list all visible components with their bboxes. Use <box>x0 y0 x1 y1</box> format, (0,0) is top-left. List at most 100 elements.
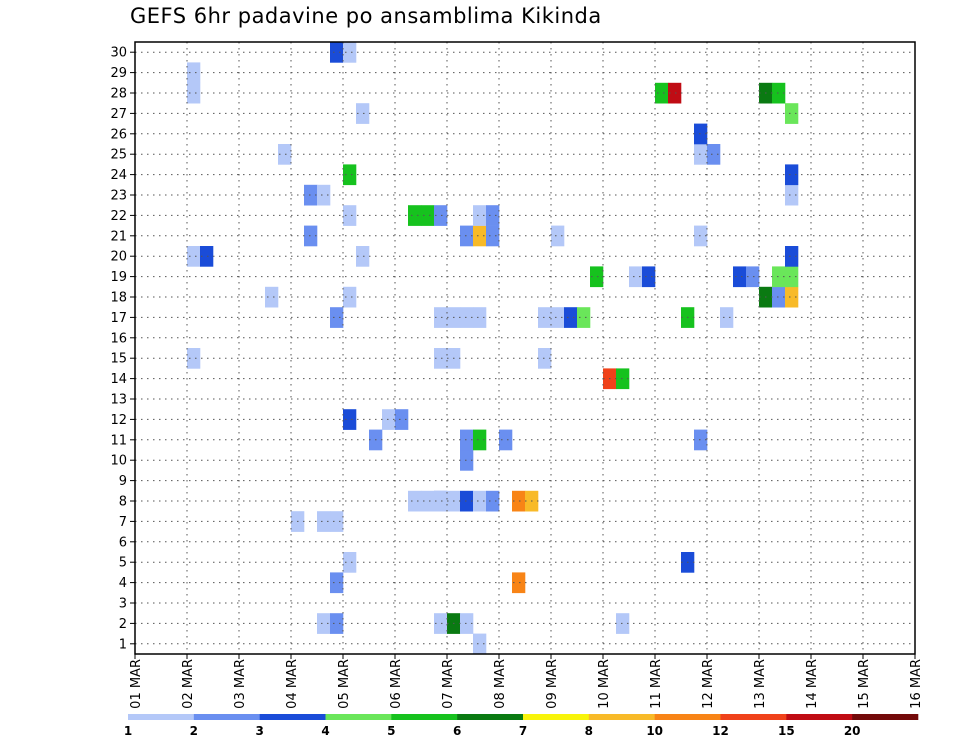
colorbar-label: 15 <box>778 724 795 738</box>
heatmap-cell <box>720 307 734 328</box>
heatmap-cell <box>538 307 552 328</box>
heatmap-cell <box>330 511 344 532</box>
y-tick-label: 25 <box>110 148 127 163</box>
heatmap-cell <box>538 348 552 369</box>
colorbar-label: 3 <box>255 724 263 738</box>
x-tick-label: 10 MAR <box>597 659 612 709</box>
heatmap-cell <box>343 205 357 226</box>
colorbar-swatch <box>259 714 326 720</box>
colorbar-swatch <box>193 714 260 720</box>
x-tick-label: 06 MAR <box>389 659 404 709</box>
heatmap-cell <box>642 266 656 288</box>
heatmap-cell <box>356 103 370 124</box>
heatmap-cell <box>187 82 201 104</box>
colorbar-label: 10 <box>646 724 663 738</box>
heatmap-cell <box>785 164 799 186</box>
heatmap-cell <box>772 286 786 308</box>
y-tick-label: 26 <box>110 127 127 142</box>
y-tick-label: 9 <box>119 474 127 489</box>
heatmap-cell <box>343 409 357 430</box>
heatmap-cell <box>655 82 669 104</box>
heatmap-cell <box>343 552 357 573</box>
y-tick-label: 11 <box>110 433 127 448</box>
y-tick-label: 18 <box>110 291 127 306</box>
y-tick-label: 10 <box>110 454 127 469</box>
heatmap-cell <box>330 307 344 328</box>
x-tick-label: 09 MAR <box>545 659 560 709</box>
y-tick-label: 19 <box>110 270 127 285</box>
colorbar-label: 8 <box>585 724 593 738</box>
heatmap-cell <box>551 225 565 247</box>
heatmap-cell <box>499 429 513 451</box>
colorbar-label: 4 <box>321 724 329 738</box>
heatmap-cell <box>421 205 435 226</box>
heatmap-cell <box>460 450 474 471</box>
heatmap-cell <box>616 613 630 634</box>
y-tick-label: 14 <box>110 372 127 387</box>
y-tick-label: 21 <box>110 229 127 244</box>
heatmap-cell <box>785 103 799 124</box>
colorbar-swatch <box>720 714 787 720</box>
heatmap-cell <box>187 62 201 84</box>
heatmap-cell <box>460 613 474 634</box>
heatmap-cell <box>317 184 331 206</box>
x-tick-label: 12 MAR <box>701 659 716 709</box>
y-tick-label: 1 <box>119 637 127 652</box>
heatmap-cell <box>616 368 630 390</box>
colorbar-swatch <box>457 714 524 720</box>
x-tick-label: 02 MAR <box>181 659 196 709</box>
y-tick-label: 22 <box>110 209 127 224</box>
heatmap-cell <box>694 144 708 165</box>
heatmap-cell <box>265 286 279 308</box>
heatmap-cell <box>460 429 474 451</box>
heatmap-cell <box>564 307 578 328</box>
heatmap-cell <box>408 205 422 226</box>
x-tick-label: 04 MAR <box>285 659 300 709</box>
heatmap-cell <box>460 225 474 247</box>
colorbar-label: 20 <box>844 724 861 738</box>
heatmap-cell <box>772 266 786 288</box>
y-tick-label: 28 <box>110 87 127 102</box>
y-tick-label: 17 <box>110 311 127 326</box>
y-tick-label: 20 <box>110 250 127 265</box>
y-tick-label: 30 <box>110 46 127 61</box>
y-tick-label: 6 <box>119 535 127 550</box>
heatmap-cell <box>512 572 526 594</box>
x-tick-label: 13 MAR <box>753 659 768 709</box>
heatmap-cell <box>772 82 786 104</box>
heatmap-cell <box>668 82 682 104</box>
heatmap-cell <box>512 490 526 512</box>
heatmap-cell <box>395 409 409 430</box>
heatmap-cell <box>473 225 487 247</box>
colorbar-swatch <box>391 714 458 720</box>
heatmap-cell <box>343 164 357 186</box>
colorbar-label: 5 <box>387 724 395 738</box>
y-tick-label: 16 <box>110 331 127 346</box>
y-tick-label: 12 <box>110 413 127 428</box>
y-tick-label: 27 <box>110 107 127 122</box>
heatmap-cell <box>551 307 565 328</box>
heatmap-cell <box>460 307 474 328</box>
x-tick-label: 05 MAR <box>337 659 352 709</box>
colorbar-swatch <box>654 714 721 720</box>
heatmap-cell <box>577 307 591 328</box>
heatmap-cell <box>694 123 708 145</box>
heatmap-cell <box>317 511 331 532</box>
heatmap-cell <box>473 633 487 655</box>
heatmap-cell <box>278 144 292 165</box>
heatmap-cell <box>785 266 799 288</box>
heatmap-cell <box>473 490 487 512</box>
y-tick-label: 4 <box>119 576 127 591</box>
heatmap-cell <box>187 246 201 267</box>
heatmap-cell <box>473 307 487 328</box>
x-tick-label: 07 MAR <box>441 659 456 709</box>
colorbar-label: 2 <box>190 724 198 738</box>
heatmap-cell <box>785 246 799 267</box>
x-tick-label: 16 MAR <box>909 659 924 709</box>
heatmap-cell <box>304 225 318 247</box>
heatmap-cell <box>486 490 500 512</box>
y-tick-label: 8 <box>119 495 127 510</box>
colorbar-label: 12 <box>712 724 729 738</box>
heatmap-cell <box>473 205 487 226</box>
